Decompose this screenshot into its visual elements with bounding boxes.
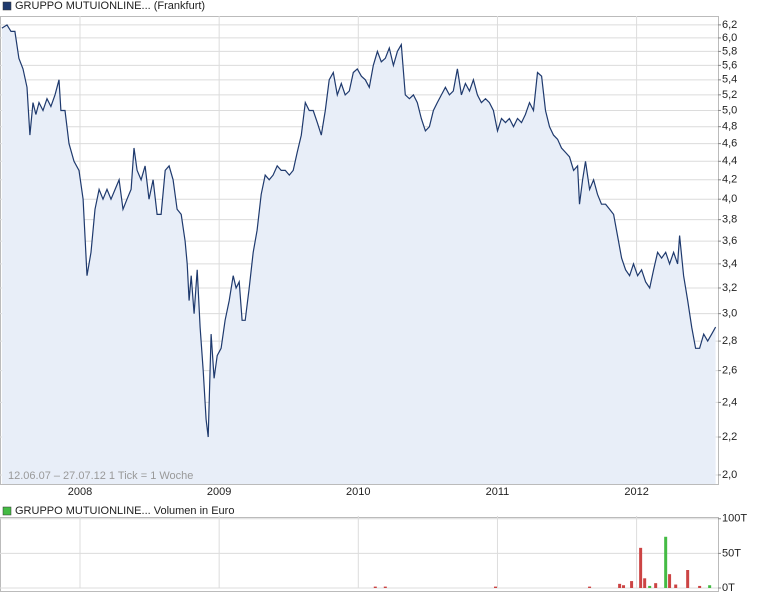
- volume-bar: [648, 585, 652, 588]
- y-tick-label: 3,6: [722, 235, 737, 247]
- volume-bar: [383, 586, 387, 588]
- x-tick-label: 2010: [346, 486, 370, 498]
- x-tick-label: 2012: [624, 486, 648, 498]
- y-tick-label: 50T: [722, 547, 741, 559]
- y-tick-label: 2,4: [722, 396, 737, 408]
- volume-bar: [622, 585, 626, 588]
- volume-bar: [664, 536, 668, 588]
- volume-bar: [639, 547, 643, 588]
- y-tick-label: 6,0: [722, 32, 737, 44]
- volume-bar: [643, 578, 647, 588]
- volume-panel: [0, 517, 719, 592]
- volume-bar: [630, 581, 634, 588]
- legend-swatch: [2, 1, 12, 11]
- y-tick-label: 4,6: [722, 138, 737, 150]
- volume-bar: [654, 583, 658, 588]
- y-tick-label: 2,2: [722, 431, 737, 443]
- y-tick-label: 0T: [722, 582, 735, 594]
- y-tick-label: 4,8: [722, 121, 737, 133]
- y-tick-label: 2,8: [722, 335, 737, 347]
- y-tick-label: 3,0: [722, 308, 737, 320]
- volume-bar: [698, 585, 702, 588]
- y-tick-label: 4,2: [722, 174, 737, 186]
- y-tick-label: 5,2: [722, 89, 737, 101]
- y-tick-label: 4,4: [722, 155, 737, 167]
- y-tick-label: 5,6: [722, 59, 737, 71]
- volume-bar: [494, 586, 498, 588]
- y-tick-label: 100T: [722, 513, 747, 525]
- y-tick-label: 2,6: [722, 364, 737, 376]
- legend-label: GRUPPO MUTUIONLINE... Volumen in Euro: [15, 505, 234, 517]
- y-tick-label: 3,8: [722, 214, 737, 226]
- volume-bar: [373, 586, 377, 588]
- volume-bar: [686, 570, 690, 588]
- y-tick-label: 5,0: [722, 104, 737, 116]
- y-tick-label: 5,4: [722, 74, 737, 86]
- y-tick-label: 3,4: [722, 258, 737, 270]
- volume-bar: [588, 586, 592, 588]
- y-tick-label: 6,2: [722, 19, 737, 31]
- volume-bar: [674, 584, 678, 588]
- area: [1, 24, 716, 485]
- x-tick-label: 2008: [68, 486, 92, 498]
- y-tick-label: 3,2: [722, 282, 737, 294]
- legend-label: GRUPPO MUTUIONLINE... (Frankfurt): [15, 0, 205, 12]
- y-tick-label: 2,0: [722, 469, 737, 481]
- x-tick-label: 2011: [486, 486, 510, 498]
- volume-bar: [618, 583, 622, 588]
- x-tick-label: 2009: [207, 486, 231, 498]
- y-tick-label: 5,8: [722, 45, 737, 57]
- annotation: 12.06.07 – 27.07.12 1 Tick = 1 Woche: [8, 470, 193, 482]
- volume-bar: [668, 574, 672, 588]
- y-tick-label: 4,0: [722, 193, 737, 205]
- legend-swatch: [2, 506, 12, 516]
- volume-bar: [708, 585, 712, 588]
- price-line: [1, 24, 717, 438]
